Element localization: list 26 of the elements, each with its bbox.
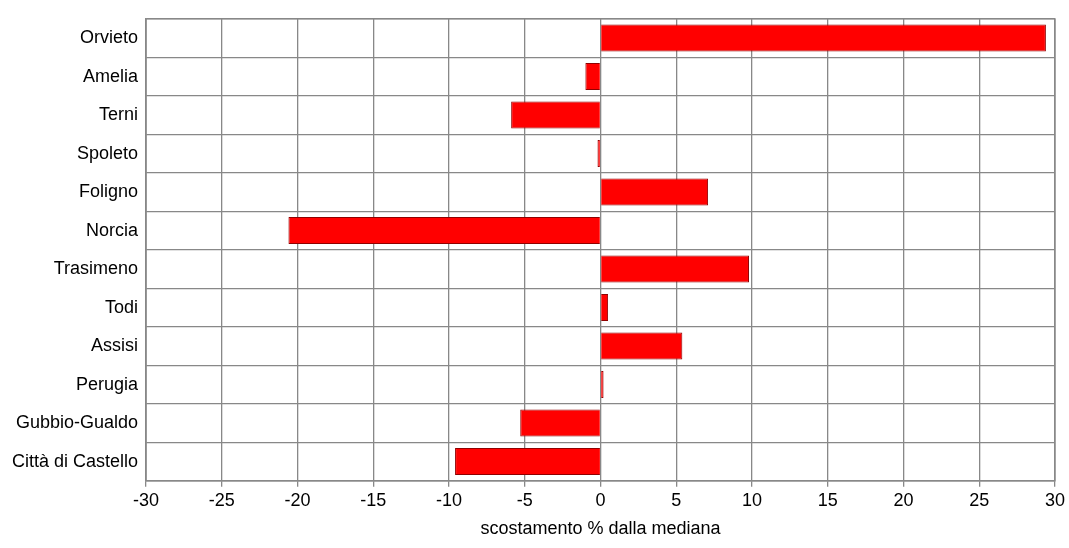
x-tick-label: -20 <box>284 489 311 510</box>
y-tick-label: Amelia <box>83 65 140 86</box>
y-tick-label: Orvieto <box>80 27 139 48</box>
x-tick-label: -5 <box>516 489 533 510</box>
y-tick-label: Assisi <box>91 335 139 356</box>
x-tick-label: 20 <box>893 489 914 510</box>
x-tick-label: -10 <box>436 489 463 510</box>
y-tick-label: Gubbio-Gualdo <box>15 412 139 433</box>
x-tick-label: 15 <box>817 489 838 510</box>
x-tick-label: 30 <box>1044 489 1066 510</box>
y-tick-label: Città di Castello <box>11 450 139 471</box>
y-tick-label: Terni <box>99 104 139 125</box>
x-axis-title: scostamento % dalla mediana <box>480 518 722 539</box>
y-tick-label: Foligno <box>79 181 139 202</box>
x-tick-label: -30 <box>133 489 160 510</box>
y-tick-label: Spoleto <box>76 142 139 163</box>
x-tick-label: -25 <box>208 489 235 510</box>
x-tick-label: -15 <box>360 489 387 510</box>
y-tick-label: Norcia <box>86 219 140 240</box>
y-tick-label: Todi <box>105 296 139 317</box>
x-tick-label: 25 <box>969 489 990 510</box>
y-tick-label: Perugia <box>76 373 140 394</box>
x-tick-label: 5 <box>671 489 682 510</box>
y-tick-label: Trasimeno <box>53 258 139 279</box>
x-tick-label: 10 <box>742 489 763 510</box>
x-tick-label: 0 <box>595 489 606 510</box>
